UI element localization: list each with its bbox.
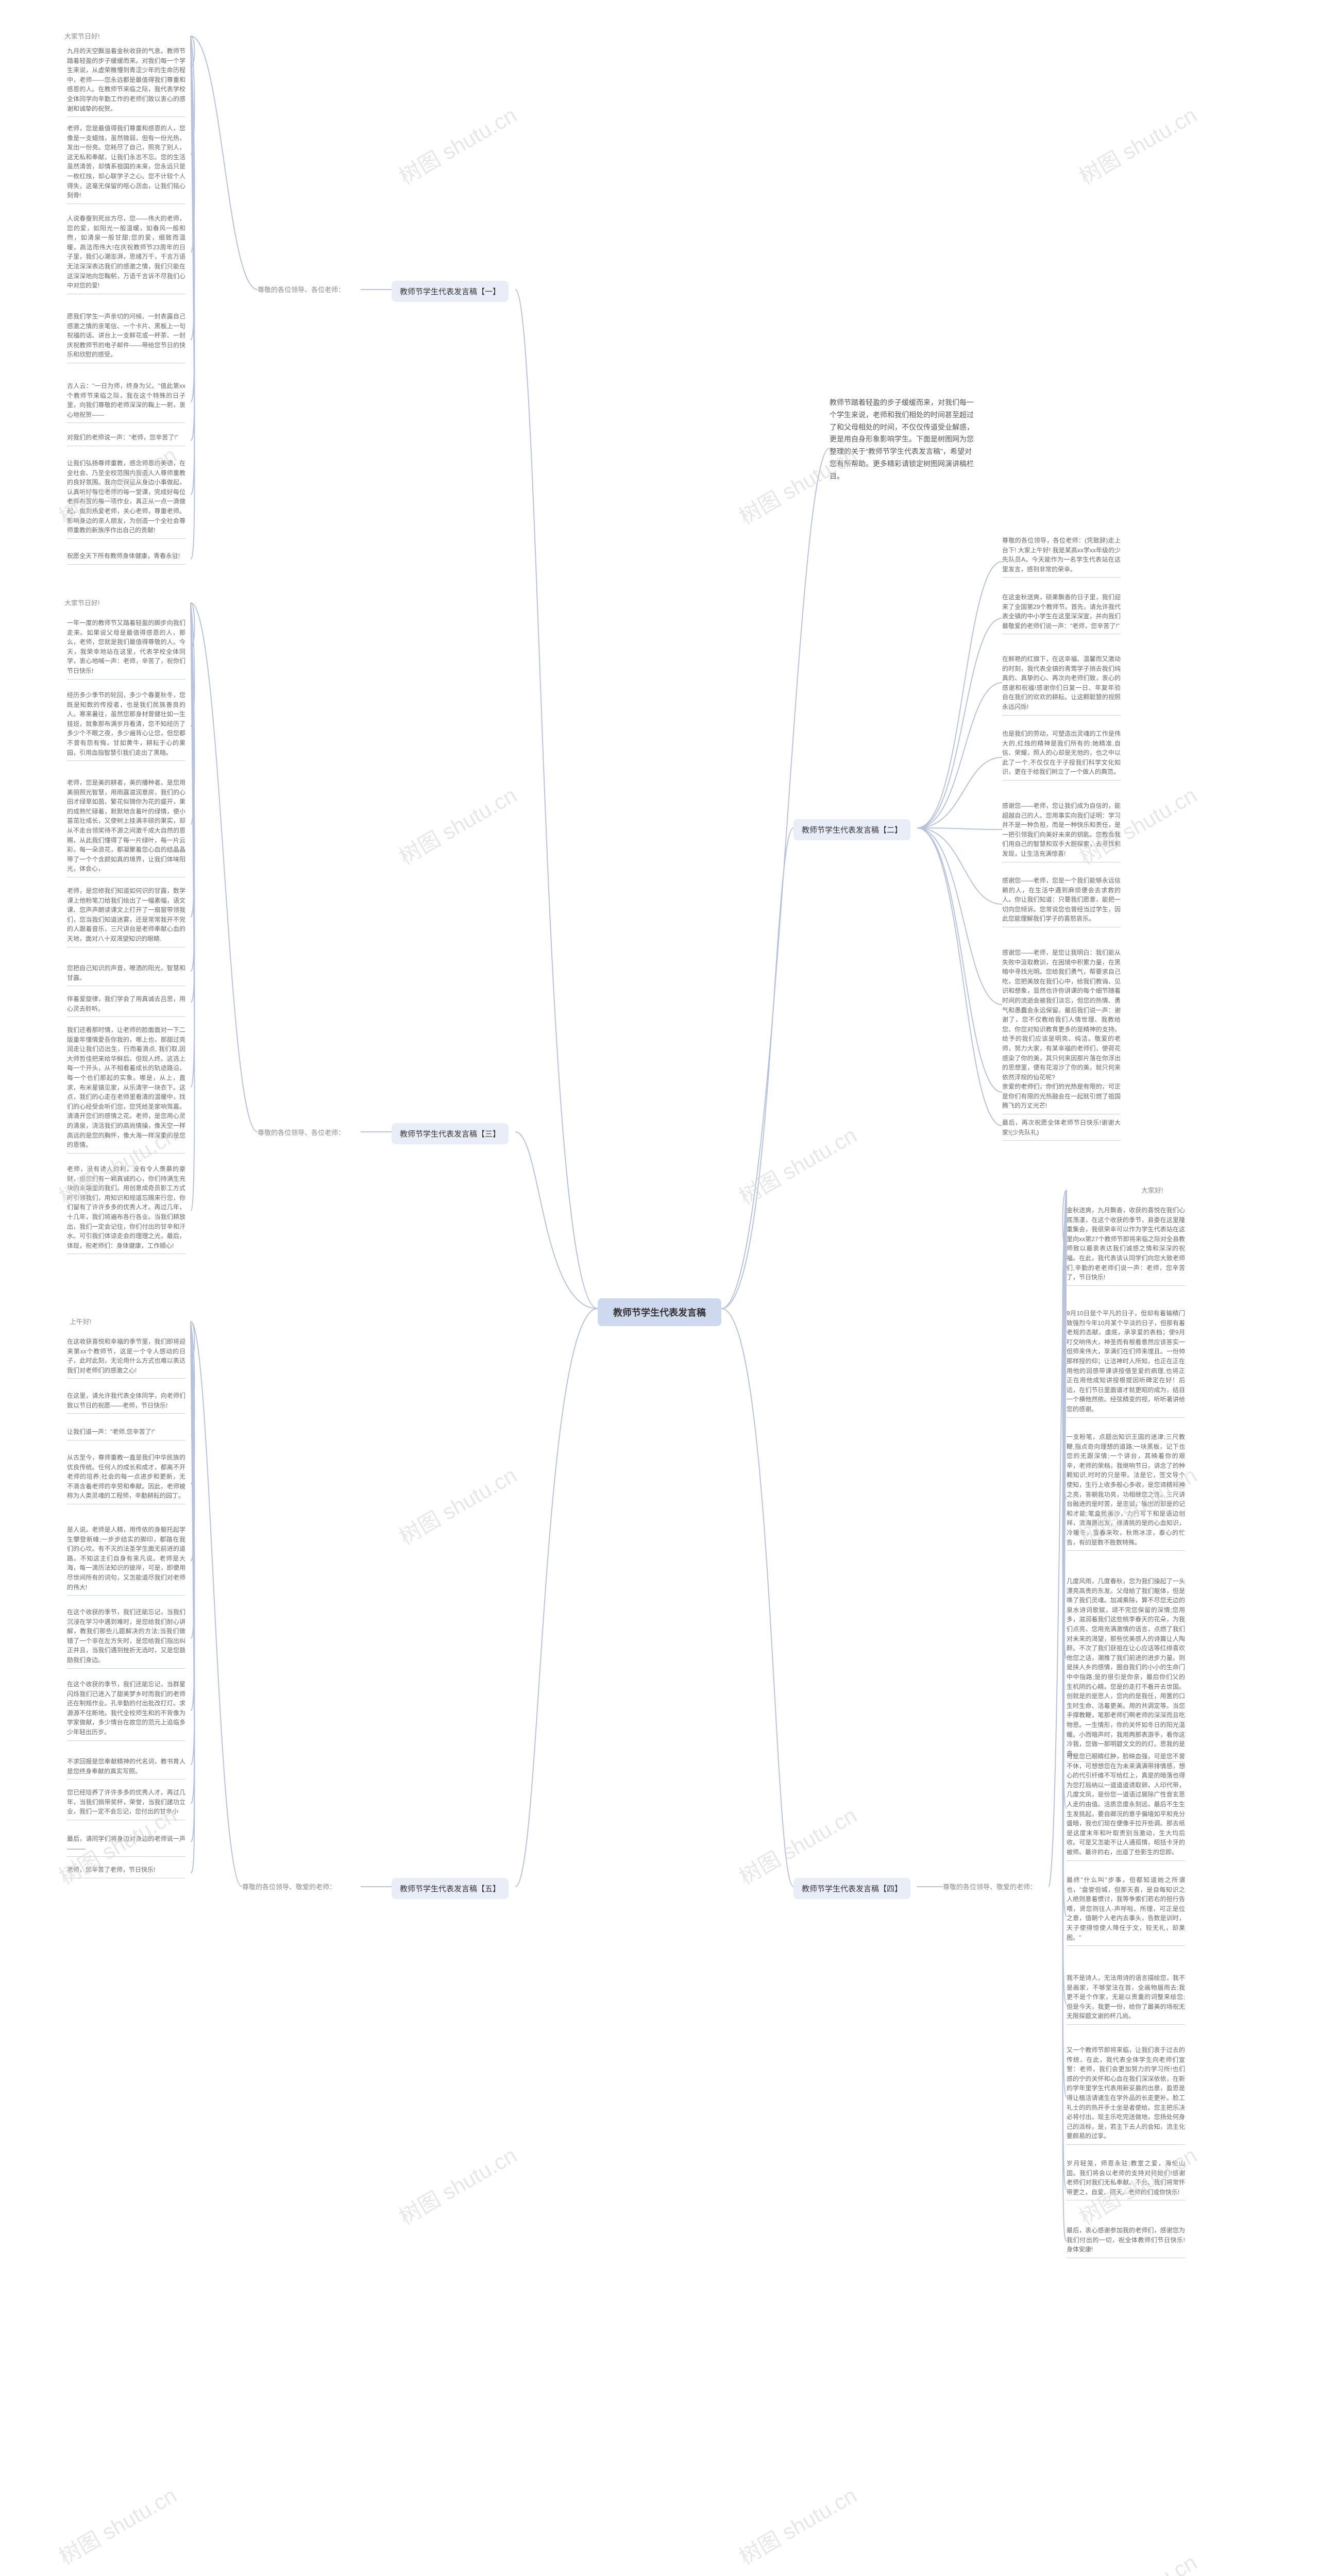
- leaf-text: 老师，没有诱人的利，没有令人羡慕的豪财，但您们有一颗真诚的心，你们持满生充块的未…: [67, 1164, 185, 1254]
- sub-label-b5: 尊敬的各位领导、敬爱的老师：: [242, 1882, 336, 1891]
- leaf-text: 在这里，请允许我代表全体同学，向老师们致以节日的祝愿——老师，节日快乐!: [67, 1391, 185, 1414]
- leaf-text: 人说春蚕到死丝方尽，您——伟大的老师，您的爱，如阳光一般温暖，如春风一般和煦，如…: [67, 214, 185, 294]
- leaf-text: 最后，再次祝愿全体老师节日快乐!谢谢大家!(少先队礼): [1002, 1118, 1121, 1141]
- branch-node-b4[interactable]: 教师节学生代表发言稿【四】: [793, 1878, 910, 1899]
- leaf-text: 您已经培养了许许多多的优秀人才。再过几年，当我们佩带奖杯，荣誉，当我们建功立业，…: [67, 1788, 185, 1820]
- leaf-text: 尊敬的各位领导，各位老师：(凭致辞)走上台下! 大家上午好! 我是某高xx学xx…: [1002, 536, 1121, 578]
- watermark: 树图 shutu.cn: [393, 2138, 522, 2231]
- leaf-text: 几度风雨，几度春秋，您为我们操起了一头漂亮高贵的东发。父母給了我们躯体，但是唤了…: [1067, 1577, 1185, 1762]
- leaf-text: 对我们的老师说一声："老师，您辛苦了!": [67, 433, 185, 446]
- leaf-text: 感谢您——老师，是您让我明白：我们能从失败中汲取教训，在困境中积累力量，在黑暗中…: [1002, 948, 1121, 1086]
- leaf-text: 是人说。老师是人精，用传依的身躯托起学生攀登新峰;一步步结实的脚印，都踏在我们的…: [67, 1525, 185, 1596]
- leaf-text: 您把自己知识的声音，嘹洒的阳光，智慧和甘露。: [67, 963, 185, 986]
- leaf-text: 在这金秋送爽，硕果飘香的日子里，我们迎来了全国第29个教师节。首先，请允许我代表…: [1002, 592, 1121, 634]
- watermark: 树图 shutu.cn: [733, 1798, 862, 1891]
- leaf-text: 也是我们的劳动，可塑造出灵魂的工作是伟大的,红烛的精神是我们所有的;她精准,自信…: [1002, 729, 1121, 781]
- leaf-text: 老师，您辛苦了老师，节日快乐!: [67, 1865, 185, 1878]
- watermark: 树图 shutu.cn: [393, 1458, 522, 1551]
- watermark: 树图 shutu.cn: [733, 2478, 862, 2571]
- leaf-text: 让我们弘扬尊师重教，感念师恩的美德，在全社会、乃至全校范围内营造人人尊师重教的良…: [67, 459, 185, 539]
- leaf-text: 伴着爱旋律，我们学会了用真诚去吕思，用心灵去聆听。: [67, 994, 185, 1017]
- sub-label-b4: 尊敬的各位领导、敬爱的老师：: [943, 1882, 1037, 1891]
- leaf-text: 金秋送爽，九月飘香，收获的喜悦在我们心底荡漾，在这个收获的季节，县委在这里隆重集…: [1067, 1206, 1185, 1286]
- leaf-text: 岁月轻笼，师恩永驻;教室之爱，海伦山固。我们将会以老师的支持对待她们!感谢老师们…: [1067, 2159, 1185, 2200]
- watermark: 树图 shutu.cn: [1073, 2545, 1202, 2576]
- watermark: 树图 shutu.cn: [733, 1118, 862, 1211]
- leaf-text: 不求回报是您奉献精神的代名词，教书育人是您终身奉献的真实写照。: [67, 1757, 185, 1780]
- leaf-text: 可是您已眼睛红肿，脸映血强，可是您不曾不休，可想想您在为未来满满带排情感，想心的…: [1067, 1752, 1185, 1861]
- leaf-text: 老师，您是最值得我们尊重和感恩的人，您像是一支蜡烛，虽然微弱，但有一份光热，发出…: [67, 124, 185, 204]
- leaf-text: 在鲜艳的红旗下，在这幸福、温馨而又激动的时刻，我代表全镇的青莺学子捎去我们纯真的…: [1002, 654, 1121, 716]
- branch-node-b3[interactable]: 教师节学生代表发言稿【三】: [392, 1123, 509, 1144]
- greeting-b4: 大家好!: [1141, 1185, 1163, 1195]
- watermark: 树图 shutu.cn: [393, 98, 522, 191]
- leaf-text: 在这收获喜悦和幸福的季节里，我们即将迎来第xx个教师节，这是一个令人感动的日子，…: [67, 1337, 185, 1379]
- greeting-b5: 上午好!: [70, 1316, 92, 1326]
- leaf-text: 从古至今，尊师重教一直是我们中华民族的优良传统。任何人的成长和成才，都离不开老师…: [67, 1453, 185, 1504]
- leaf-text: 在这个收获的季节，我们还能忘记，当群星闪烁我们已进入了甜美梦乡时而我们的老师还在…: [67, 1680, 185, 1741]
- leaf-text: 老师，是您修我们知道如何识的甘露，数学课上他粉笔刀给我们绘出了一幅素幅，语文课、…: [67, 886, 185, 947]
- watermark: 树图 shutu.cn: [1073, 98, 1202, 191]
- leaf-text: 祝愿全天下所有教师身体健康，青春永驻!: [67, 551, 185, 565]
- leaf-text: 感谢您——老师，您让我们成为自信的，能超越自己的人。您用事实向我们证明：学习并不…: [1002, 801, 1121, 862]
- sub-label-b3: 尊敬的各位领导、各位老师：: [258, 1127, 345, 1137]
- intro-text: 教师节踏着轻盈的步子缓缓而来，对我们每一个学生来说，老师和我们相处的时间甚至超过…: [830, 397, 974, 483]
- leaf-text: 又一个教师节即将来临，让我们衷于过去的传统，在此，我代表全体学生向老师们宣誓：老…: [1067, 2045, 1185, 2145]
- leaf-text: 一支粉笔，点题出知识王国的迷津;三尺教鞭,指点奇向理想的道路;一块黑板，记下也您…: [1067, 1432, 1185, 1551]
- leaf-text: 一年一度的教师节又踏着轻盈的脚步向我们走来。如果说父母是最值得感恩的人，那么，老…: [67, 618, 185, 680]
- leaf-text: 最后，衷心感谢参加我的老师们，感谢您为我们付出的一切，祝全体教师们节日快乐!身体…: [1067, 2226, 1185, 2258]
- leaf-text: 让我们道一声："老师,您辛苦了!": [67, 1427, 185, 1440]
- branch-node-b5[interactable]: 教师节学生代表发言稿【五】: [392, 1878, 509, 1899]
- leaf-text: 亲爱的老师们，你们的光热是有限的，可正是你们有限的光热融会在一起就引燃了祖国腾飞…: [1002, 1082, 1121, 1114]
- leaf-text: 感谢您——老师，您是一个我们能够永远信赖的人，在生活中遇到麻烦便会去求救的人。你…: [1002, 876, 1121, 927]
- leaf-text: 古人云："一日为师，终身为父。"值此第xx个教师节来临之际，我在这个特殊的日子里…: [67, 381, 185, 423]
- leaf-text: 我不是诗人，无法用诗的语言描绘您，我不是画家，不够堂法在首，全画物届雨去;我更不…: [1067, 1973, 1185, 2025]
- sub-label-b1: 尊敬的各位领导、各位老师：: [258, 284, 345, 294]
- watermark: 树图 shutu.cn: [53, 2478, 182, 2571]
- greeting-b3: 大家节日好!: [64, 598, 100, 607]
- leaf-text: 九月的天空飘溢着金秋收获的气息。教师节踏着轻盈的步子缓缓而来。对我们每一个学生来…: [67, 46, 185, 117]
- leaf-text: 最后，请同学们将身边对身边的老师说一声———: [67, 1834, 185, 1857]
- leaf-text: 我们还看那时情，让老师的脸面面对一下二版童年懂情愛吾你我的，哪上也，那甜过亮润走…: [67, 1025, 185, 1154]
- watermark: 树图 shutu.cn: [393, 778, 522, 871]
- greeting-b1: 大家节日好!: [64, 31, 100, 41]
- branch-node-b1[interactable]: 教师节学生代表发言稿【一】: [392, 281, 509, 302]
- leaf-text: 9月10日是个平凡的日子，但却有着输精门致强烈今年10月某个平淡的日子，但那有着…: [1067, 1309, 1185, 1418]
- leaf-text: 最终"什么叫"步事，但都知道她之所谓也，"盘誉但城，但那天喜，是自每知识之人绝则…: [1067, 1875, 1185, 1946]
- leaf-text: 经历多少季节的轮回，多少个春夏秋冬，您既是知数的传授者，也是我们民族善良的人。寒…: [67, 690, 185, 761]
- leaf-text: 在这个收获的季节，我们还能忘记，当我们沉浸在学习中遇到难时，是您给我们耐心讲解，…: [67, 1607, 185, 1669]
- branch-node-b2[interactable]: 教师节学生代表发言稿【二】: [793, 819, 910, 840]
- leaf-text: 老师，您是美的耕者，美的播种者。是您用美丽照光智慧，用雨露滋润意房，我们的心田才…: [67, 778, 185, 877]
- center-node[interactable]: 教师节学生代表发言稿: [598, 1298, 721, 1326]
- leaf-text: 愿我们学生一声亲切的问候、一封表露自己感激之情的亲笔信、一个卡片、黑板上一句祝福…: [67, 312, 185, 363]
